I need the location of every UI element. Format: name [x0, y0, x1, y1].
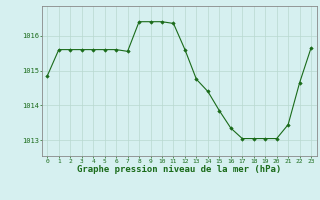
X-axis label: Graphe pression niveau de la mer (hPa): Graphe pression niveau de la mer (hPa) — [77, 165, 281, 174]
